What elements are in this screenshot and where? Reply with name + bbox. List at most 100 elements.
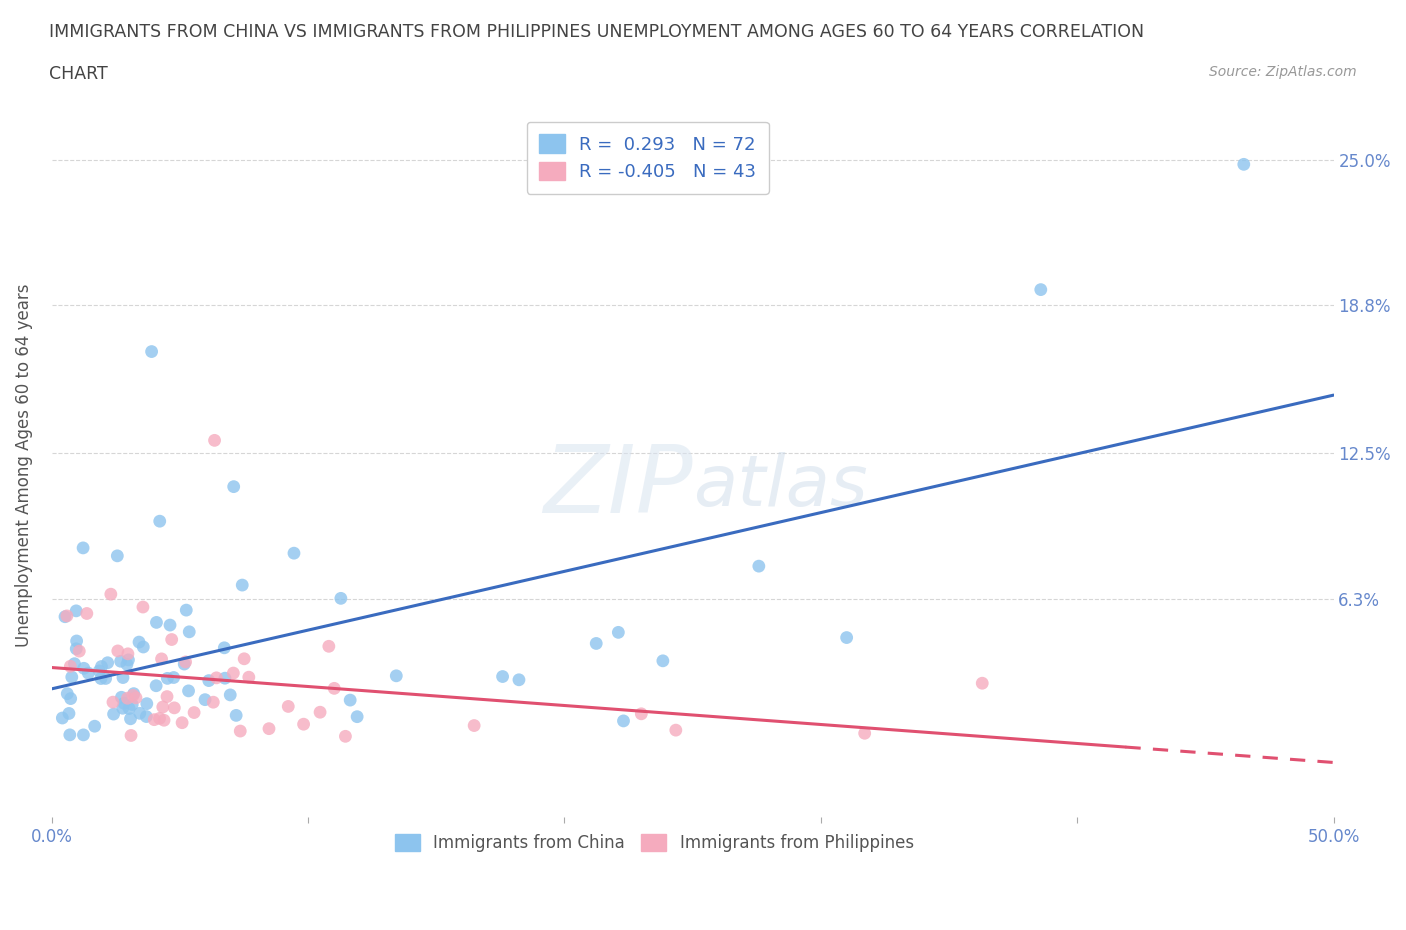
Point bbox=[135, 709, 157, 724]
Point bbox=[58, 706, 80, 721]
Point bbox=[346, 710, 368, 724]
Point bbox=[53, 609, 76, 624]
Point bbox=[835, 631, 858, 645]
Point bbox=[173, 657, 195, 671]
Point bbox=[159, 618, 181, 632]
Point bbox=[665, 723, 688, 737]
Point bbox=[174, 603, 197, 618]
Point bbox=[607, 625, 630, 640]
Point bbox=[612, 713, 634, 728]
Text: Source: ZipAtlas.com: Source: ZipAtlas.com bbox=[1209, 65, 1357, 79]
Point bbox=[283, 546, 305, 561]
Point bbox=[77, 666, 100, 681]
Point bbox=[174, 655, 197, 670]
Point bbox=[204, 433, 226, 448]
Point bbox=[156, 689, 179, 704]
Point bbox=[66, 633, 89, 648]
Point bbox=[132, 640, 155, 655]
Point bbox=[1029, 282, 1052, 297]
Point bbox=[1233, 157, 1256, 172]
Point bbox=[585, 636, 607, 651]
Point bbox=[59, 727, 82, 742]
Point bbox=[118, 701, 141, 716]
Point bbox=[110, 690, 132, 705]
Point bbox=[120, 711, 142, 726]
Text: atlas: atlas bbox=[693, 452, 868, 521]
Point bbox=[60, 670, 83, 684]
Point bbox=[309, 705, 332, 720]
Point bbox=[117, 653, 139, 668]
Point bbox=[121, 697, 143, 711]
Point bbox=[63, 657, 86, 671]
Point bbox=[853, 725, 876, 740]
Point bbox=[143, 712, 166, 727]
Point bbox=[323, 681, 346, 696]
Point bbox=[120, 728, 142, 743]
Point bbox=[148, 711, 170, 725]
Point bbox=[107, 644, 129, 658]
Point bbox=[229, 724, 252, 738]
Point bbox=[122, 686, 145, 701]
Point bbox=[83, 719, 105, 734]
Point bbox=[56, 686, 79, 701]
Point bbox=[117, 646, 139, 661]
Point bbox=[67, 644, 90, 658]
Text: ZIP: ZIP bbox=[543, 441, 693, 532]
Point bbox=[748, 559, 770, 574]
Point bbox=[90, 671, 112, 686]
Point bbox=[508, 672, 530, 687]
Point bbox=[491, 669, 513, 684]
Point bbox=[318, 639, 340, 654]
Point bbox=[339, 693, 361, 708]
Point bbox=[972, 676, 994, 691]
Point bbox=[132, 600, 155, 615]
Point bbox=[335, 729, 357, 744]
Point bbox=[205, 671, 228, 685]
Point bbox=[90, 659, 112, 674]
Point bbox=[73, 661, 96, 676]
Point bbox=[238, 670, 260, 684]
Point bbox=[59, 691, 82, 706]
Text: IMMIGRANTS FROM CHINA VS IMMIGRANTS FROM PHILIPPINES UNEMPLOYMENT AMONG AGES 60 : IMMIGRANTS FROM CHINA VS IMMIGRANTS FROM… bbox=[49, 23, 1144, 41]
Point bbox=[128, 634, 150, 649]
Point bbox=[59, 658, 82, 673]
Point bbox=[222, 479, 245, 494]
Point bbox=[94, 671, 117, 686]
Point bbox=[214, 641, 236, 656]
Point bbox=[65, 604, 87, 618]
Point bbox=[277, 699, 299, 714]
Point bbox=[183, 705, 205, 720]
Point bbox=[111, 671, 134, 685]
Point bbox=[110, 654, 132, 669]
Point bbox=[463, 718, 485, 733]
Point bbox=[122, 688, 145, 703]
Point bbox=[214, 671, 236, 685]
Point bbox=[172, 715, 194, 730]
Point bbox=[72, 540, 94, 555]
Point bbox=[100, 587, 122, 602]
Point bbox=[145, 678, 167, 693]
Text: CHART: CHART bbox=[49, 65, 108, 83]
Point bbox=[222, 666, 245, 681]
Point bbox=[156, 671, 179, 685]
Point bbox=[135, 697, 157, 711]
Point bbox=[115, 657, 138, 671]
Point bbox=[117, 691, 139, 706]
Point bbox=[103, 707, 125, 722]
Point bbox=[225, 708, 247, 723]
Point bbox=[65, 642, 87, 657]
Point bbox=[101, 695, 124, 710]
Point bbox=[112, 696, 135, 711]
Point bbox=[152, 699, 174, 714]
Point bbox=[125, 690, 148, 705]
Point bbox=[51, 711, 73, 725]
Point bbox=[145, 615, 167, 630]
Point bbox=[56, 608, 79, 623]
Point bbox=[202, 695, 225, 710]
Point bbox=[97, 656, 120, 671]
Point bbox=[651, 654, 673, 669]
Point bbox=[105, 549, 128, 564]
Point bbox=[160, 632, 183, 647]
Point bbox=[194, 692, 217, 707]
Point bbox=[198, 673, 221, 688]
